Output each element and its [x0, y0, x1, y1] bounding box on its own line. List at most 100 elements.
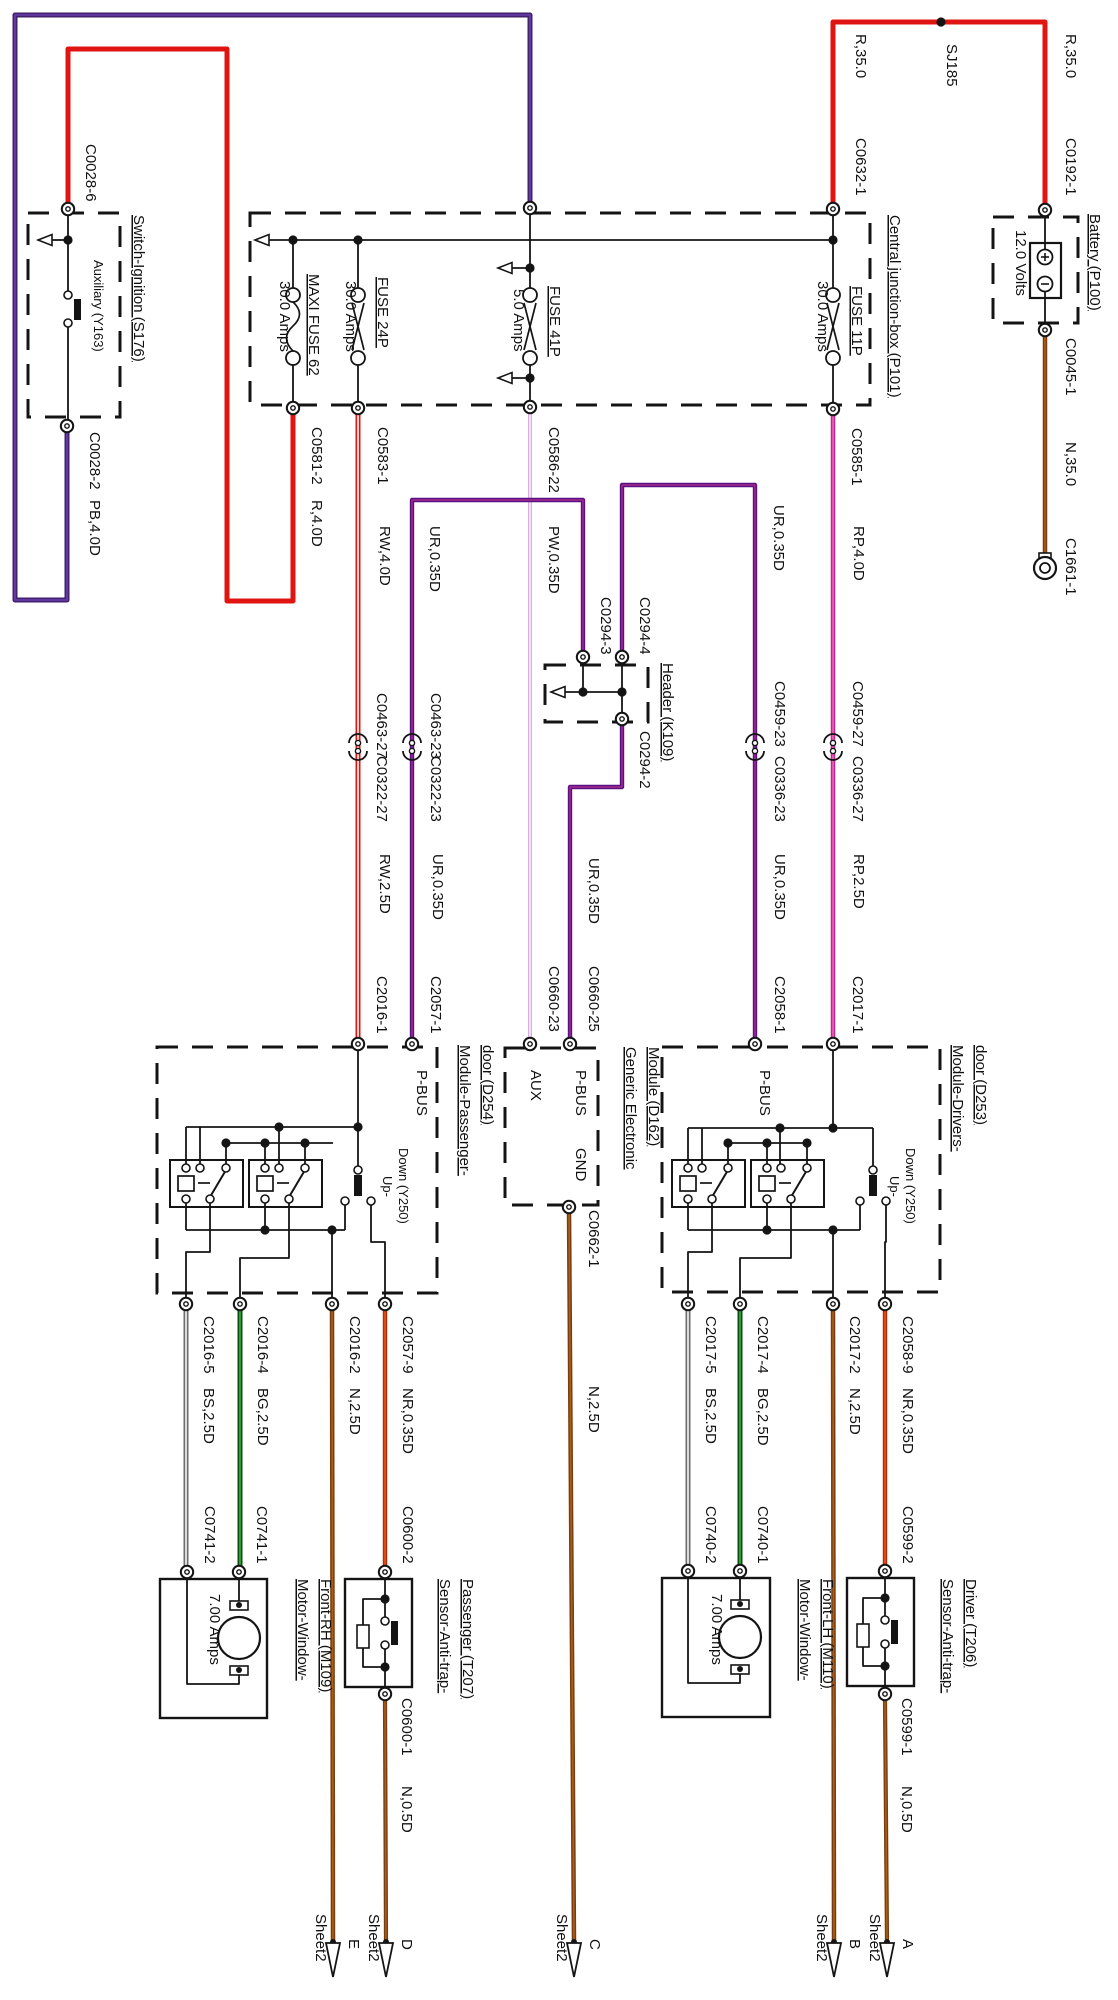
label-c0740-2: C0740-2	[702, 1506, 719, 1564]
maxi-fuse-62	[285, 350, 301, 366]
inline-connector-C0463-27-C0322-27	[348, 733, 368, 744]
label-rw-2-5d: RW,2.5D	[376, 854, 393, 914]
inline-connector-C0459-27-C0336-27	[823, 733, 843, 744]
wire-core-ur-driver	[621, 484, 756, 1043]
circuit-line	[884, 1205, 887, 1306]
relay-d253-2-contact	[776, 1163, 786, 1173]
connector-pin-C0294-2	[619, 716, 625, 722]
fuse-24p-element	[351, 302, 365, 351]
junction-dot	[221, 1138, 231, 1148]
actuator-bar	[891, 1620, 898, 1644]
relay-d253-2-contact	[802, 1163, 812, 1173]
inline-pin-C0463-27-C0322-27	[354, 739, 362, 747]
relay-d253-2-coil	[758, 1175, 776, 1192]
label-7-00-amps: 7.00 Amps	[708, 1594, 725, 1665]
junction-dot	[288, 235, 298, 245]
circuit-line	[362, 1648, 385, 1668]
inline-connector-C0463-23-C0322-23	[402, 733, 422, 744]
connector-pin-C2057-1	[409, 1041, 415, 1047]
junction-dot	[274, 1122, 284, 1132]
label-30-0-amps: 30.0 Amps	[814, 281, 831, 352]
label-n-2-5d: N,2.5D	[585, 1386, 602, 1433]
relay-d253-1-contact	[683, 1163, 693, 1173]
label-nr-0-35d: NR,0.35D	[899, 1388, 916, 1454]
inline-pin-C0459-27-C0336-27	[829, 739, 837, 747]
circuit-line	[186, 1576, 240, 1685]
contact	[380, 1616, 390, 1626]
connector-pin-C0028-2	[64, 423, 70, 429]
wire-core-aux-feed-PB	[14, 14, 531, 601]
motor-rotor-M110	[717, 1614, 763, 1660]
label-c0459-23: C0459-23	[771, 681, 788, 747]
label-door-d253-: door (D253)	[972, 1045, 989, 1125]
connector-pin-C0585-5	[527, 205, 533, 211]
inline-pin-C0459-23-C0336-23	[751, 747, 759, 755]
actuator-bar	[354, 1175, 362, 1196]
label-c0599-1: C0599-1	[898, 1698, 915, 1756]
relay-d254-1-contact	[195, 1163, 205, 1173]
label-ur-0-35d: UR,0.35D	[771, 854, 788, 920]
junction-dot	[353, 235, 363, 245]
relay-d253-2-contact	[762, 1163, 772, 1173]
label-c0740-1: C0740-1	[754, 1506, 771, 1564]
connector-pin-C2058-9	[882, 1301, 888, 1307]
label-sheet2: Sheet2	[312, 1914, 329, 1962]
label-c0741-1: C0741-1	[253, 1506, 270, 1564]
label-c: C	[586, 1939, 603, 1950]
label-sheet2: Sheet2	[553, 1914, 570, 1962]
connector-pin-C2016-4	[237, 1301, 243, 1307]
label-bg-2-5d: BG,2.5D	[754, 1388, 771, 1446]
fuse-24p	[350, 287, 366, 303]
label-c2057-9: C2057-9	[399, 1316, 416, 1374]
label-rw-4-0d: RW,4.0D	[376, 526, 393, 586]
junction-dot	[260, 1225, 270, 1235]
label-c0662-1: C0662-1	[585, 1210, 602, 1268]
label-b: B	[846, 1939, 863, 1949]
connector-pin-C2017-1	[830, 1041, 836, 1047]
fuse-24p	[350, 350, 366, 366]
label-module-drivers-: Module-Drivers-	[949, 1045, 966, 1152]
junction-dot	[578, 687, 588, 697]
connector-pin-C2017-4	[737, 1301, 743, 1307]
label-c0599-2: C0599-2	[899, 1506, 916, 1564]
fuse-11p	[825, 287, 841, 303]
relay-d254-1-contact	[181, 1194, 191, 1204]
relay-d253-1-contact	[697, 1163, 707, 1173]
relay-d254-2	[248, 1159, 323, 1208]
label-up-: Up-	[887, 1176, 902, 1197]
label-sheet2: Sheet2	[365, 1914, 382, 1962]
connector-pin-C0599-1	[882, 1691, 888, 1697]
relay-d253-2-lever	[790, 1169, 808, 1198]
inline-pin-C0463-23-C0322-23	[408, 739, 416, 747]
junction-dot	[380, 1594, 390, 1604]
box-header-K109	[543, 663, 650, 724]
relay-d254-1-contact	[181, 1163, 191, 1173]
label-c0581-2: C0581-2	[308, 427, 325, 485]
relay-d254-2-contact	[300, 1163, 310, 1173]
relay-d253-2-contact	[762, 1194, 772, 1204]
connector-pin-C0741-1	[236, 1569, 242, 1575]
label-passenger-t207-: Passenger (T207)	[459, 1579, 476, 1699]
connector-pin-C0741-2	[184, 1569, 190, 1575]
arrow-offpage-sheet2-A	[878, 1942, 896, 1978]
box-sensor-T207	[343, 1577, 414, 1689]
label-c0585-1: C0585-1	[848, 428, 865, 486]
contact	[340, 1196, 350, 1206]
label-ur-0-35d: UR,0.35D	[429, 854, 446, 920]
wire-core-ur-passenger	[411, 499, 584, 1043]
label-motor-window-: Motor-Window-	[796, 1579, 813, 1681]
circuit-line	[239, 1203, 290, 1306]
label-c2016-4: C2016-4	[254, 1316, 271, 1374]
label-switch-ignition-s176-: Switch-Ignition (S176)	[130, 215, 147, 362]
connector-pin-C2058-1	[752, 1041, 758, 1047]
contact	[63, 318, 73, 328]
relay-d254-2-contact	[274, 1163, 284, 1173]
label-fuse-24p: FUSE 24P	[374, 277, 391, 348]
contact	[380, 1640, 390, 1650]
connector-pin-C0600-1	[382, 1691, 388, 1697]
arrow-header-continuation	[548, 685, 566, 699]
connector-pin-C0045-1	[1042, 327, 1048, 333]
inline-pin-C0459-23-C0336-23	[751, 739, 759, 747]
contact	[353, 1165, 363, 1175]
